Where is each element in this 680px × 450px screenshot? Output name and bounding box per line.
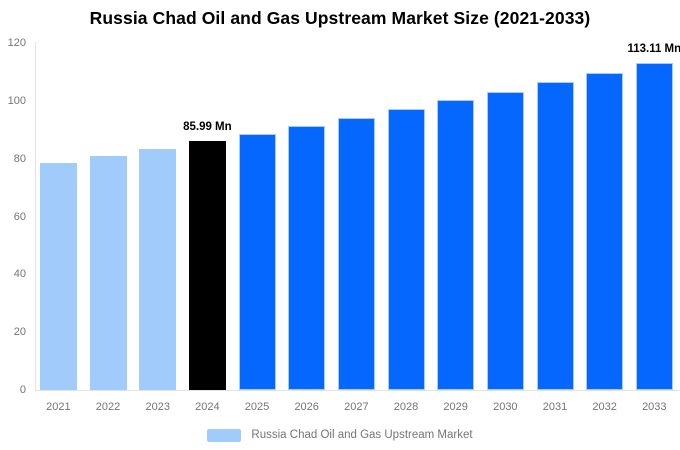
bar-2027[interactable] <box>337 117 375 390</box>
bar-2021[interactable] <box>39 163 77 390</box>
y-tick-label: 0 <box>19 384 26 396</box>
bar-2023[interactable] <box>139 148 177 390</box>
bar-2030[interactable] <box>486 91 524 390</box>
value-label-2024: 85.99 Mn <box>183 121 232 134</box>
x-tick-label-2024: 2024 <box>195 401 220 413</box>
x-tick-label-2026: 2026 <box>294 401 319 413</box>
legend-swatch <box>207 428 242 442</box>
x-tick-label-2031: 2031 <box>542 401 568 413</box>
y-tick-label: 40 <box>13 268 26 281</box>
x-tick-label-2032: 2032 <box>592 401 617 413</box>
legend[interactable]: Russia Chad Oil and Gas Upstream Market <box>0 427 680 443</box>
y-tick-label: 100 <box>7 94 26 107</box>
x-tick-label-2027: 2027 <box>344 401 369 413</box>
y-tick-label: 60 <box>13 210 26 223</box>
x-tick-label-2028: 2028 <box>393 401 419 413</box>
bar-2026[interactable] <box>288 125 326 390</box>
x-tick-label-2025: 2025 <box>244 401 270 413</box>
bar-2028[interactable] <box>387 109 425 390</box>
bar-2024[interactable] <box>188 141 226 390</box>
y-tick-label: 120 <box>7 37 26 49</box>
x-tick-label-2029: 2029 <box>443 401 468 413</box>
x-tick-label-2021: 2021 <box>46 401 71 413</box>
bar-2033[interactable] <box>635 62 673 390</box>
y-axis-line <box>35 42 36 391</box>
x-tick-label-2033: 2033 <box>642 401 667 413</box>
chart-title: Russia Chad Oil and Gas Upstream Market … <box>89 8 591 28</box>
bar-2022[interactable] <box>89 156 127 390</box>
bar-2025[interactable] <box>238 133 276 390</box>
bar-2029[interactable] <box>437 100 475 390</box>
x-tick-label-2022: 2022 <box>95 401 121 413</box>
bar-2031[interactable] <box>536 82 574 390</box>
value-label-2033: 113.11 Mn <box>627 42 680 55</box>
x-axis-line <box>35 390 680 391</box>
legend-label: Russia Chad Oil and Gas Upstream Market <box>251 429 473 441</box>
y-tick-label: 20 <box>13 326 26 339</box>
x-tick-label-2030: 2030 <box>493 401 518 413</box>
x-tick-label-2023: 2023 <box>145 401 170 413</box>
y-tick-label: 80 <box>13 152 26 165</box>
bar-2032[interactable] <box>586 72 624 390</box>
